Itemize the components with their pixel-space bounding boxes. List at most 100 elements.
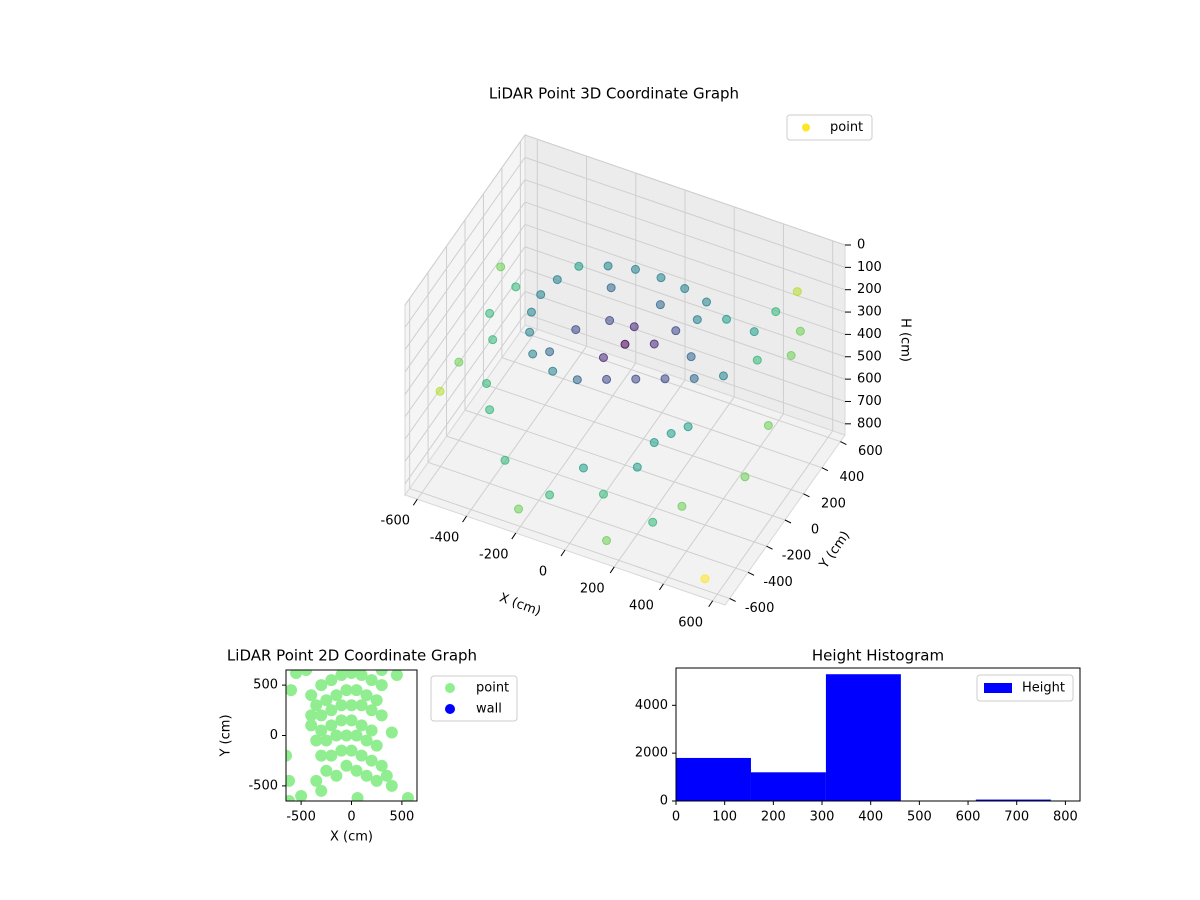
point [325, 749, 338, 762]
point [350, 729, 363, 742]
point [305, 709, 318, 722]
point [485, 308, 495, 318]
point [350, 684, 363, 697]
point [286, 774, 296, 787]
grid-line [501, 357, 823, 469]
legend-marker [802, 123, 810, 132]
x-tick-label: -200 [479, 548, 509, 563]
point [360, 769, 373, 782]
z-tick-label: 700 [857, 394, 882, 409]
x-tick-label: 500 [907, 810, 932, 825]
point [380, 769, 393, 782]
point [545, 347, 555, 357]
chart-title: Height Histogram [812, 647, 944, 665]
point [689, 373, 699, 383]
y-tick-label: 4000 [635, 698, 668, 713]
x-tick-label: 300 [810, 810, 835, 825]
plot-area [676, 674, 1080, 801]
grid-line [524, 201, 846, 313]
point [286, 749, 292, 762]
point [526, 307, 536, 317]
y-tick-label: -500 [248, 778, 278, 793]
z-axis-label: H (cm) [898, 318, 913, 362]
z-tick-label: 800 [857, 416, 882, 431]
point [649, 438, 659, 448]
point [305, 689, 318, 702]
point [320, 694, 333, 707]
point [370, 774, 383, 787]
point [345, 699, 358, 712]
y-tick-label: 0 [270, 728, 278, 743]
point [749, 327, 759, 337]
z-tick-label: 600 [857, 372, 882, 387]
point [350, 764, 363, 777]
y-tick-label: 2000 [635, 746, 668, 761]
z-tick-label: 300 [857, 305, 882, 320]
point [335, 670, 348, 682]
chart-title: LiDAR Point 2D Coordinate Graph [227, 647, 477, 665]
point [528, 349, 538, 359]
bar [750, 772, 826, 801]
point [786, 350, 796, 360]
y-axis-label: Y (cm) [219, 714, 234, 757]
point [649, 339, 659, 349]
x-tick-label: -500 [286, 810, 316, 825]
point [602, 536, 612, 546]
point [325, 704, 338, 717]
point [655, 300, 665, 310]
point [683, 422, 693, 432]
point [315, 709, 328, 722]
plot-area [286, 670, 414, 801]
point [365, 724, 378, 737]
point [548, 366, 558, 376]
point [286, 684, 298, 697]
y-tick-label: 500 [253, 678, 278, 693]
x-axis-label: X (cm) [497, 591, 543, 620]
point [454, 357, 464, 367]
tick-mark [659, 583, 664, 591]
point [315, 679, 328, 692]
point [330, 769, 343, 782]
point [718, 371, 728, 381]
y-tick-label: -200 [782, 549, 812, 564]
point [360, 689, 373, 702]
tick-mark [766, 545, 773, 550]
point [295, 789, 308, 801]
point [606, 283, 616, 293]
grid-line [524, 223, 846, 335]
point [572, 375, 582, 385]
point [485, 405, 495, 415]
tick-mark [609, 566, 615, 574]
legend-box [786, 114, 873, 141]
y-axis-label: Y (cm) [816, 528, 853, 572]
point [365, 704, 378, 717]
x-tick-label: 100 [712, 810, 737, 825]
x-tick-label: 0 [672, 810, 680, 825]
point [315, 784, 328, 797]
point [355, 699, 368, 712]
point [351, 791, 364, 801]
legend-label: Height [1022, 681, 1065, 696]
x-tick-label: 0 [539, 565, 547, 580]
point [355, 670, 368, 682]
point [571, 325, 581, 335]
x-tick-label: 400 [858, 810, 883, 825]
bar [975, 799, 1051, 801]
point [345, 744, 358, 757]
legend-label: point [476, 681, 509, 696]
point [620, 339, 630, 349]
x-tick-label: 0 [347, 810, 355, 825]
x-tick-label: 500 [389, 810, 414, 825]
point [365, 674, 378, 687]
point [630, 264, 640, 274]
point [792, 287, 802, 297]
point [290, 670, 303, 680]
tick-mark [560, 549, 566, 557]
y-tick-label: -400 [763, 575, 793, 590]
tick-mark [729, 598, 736, 602]
point [330, 729, 343, 742]
point [320, 734, 333, 747]
point [511, 282, 521, 292]
bar [676, 757, 751, 801]
